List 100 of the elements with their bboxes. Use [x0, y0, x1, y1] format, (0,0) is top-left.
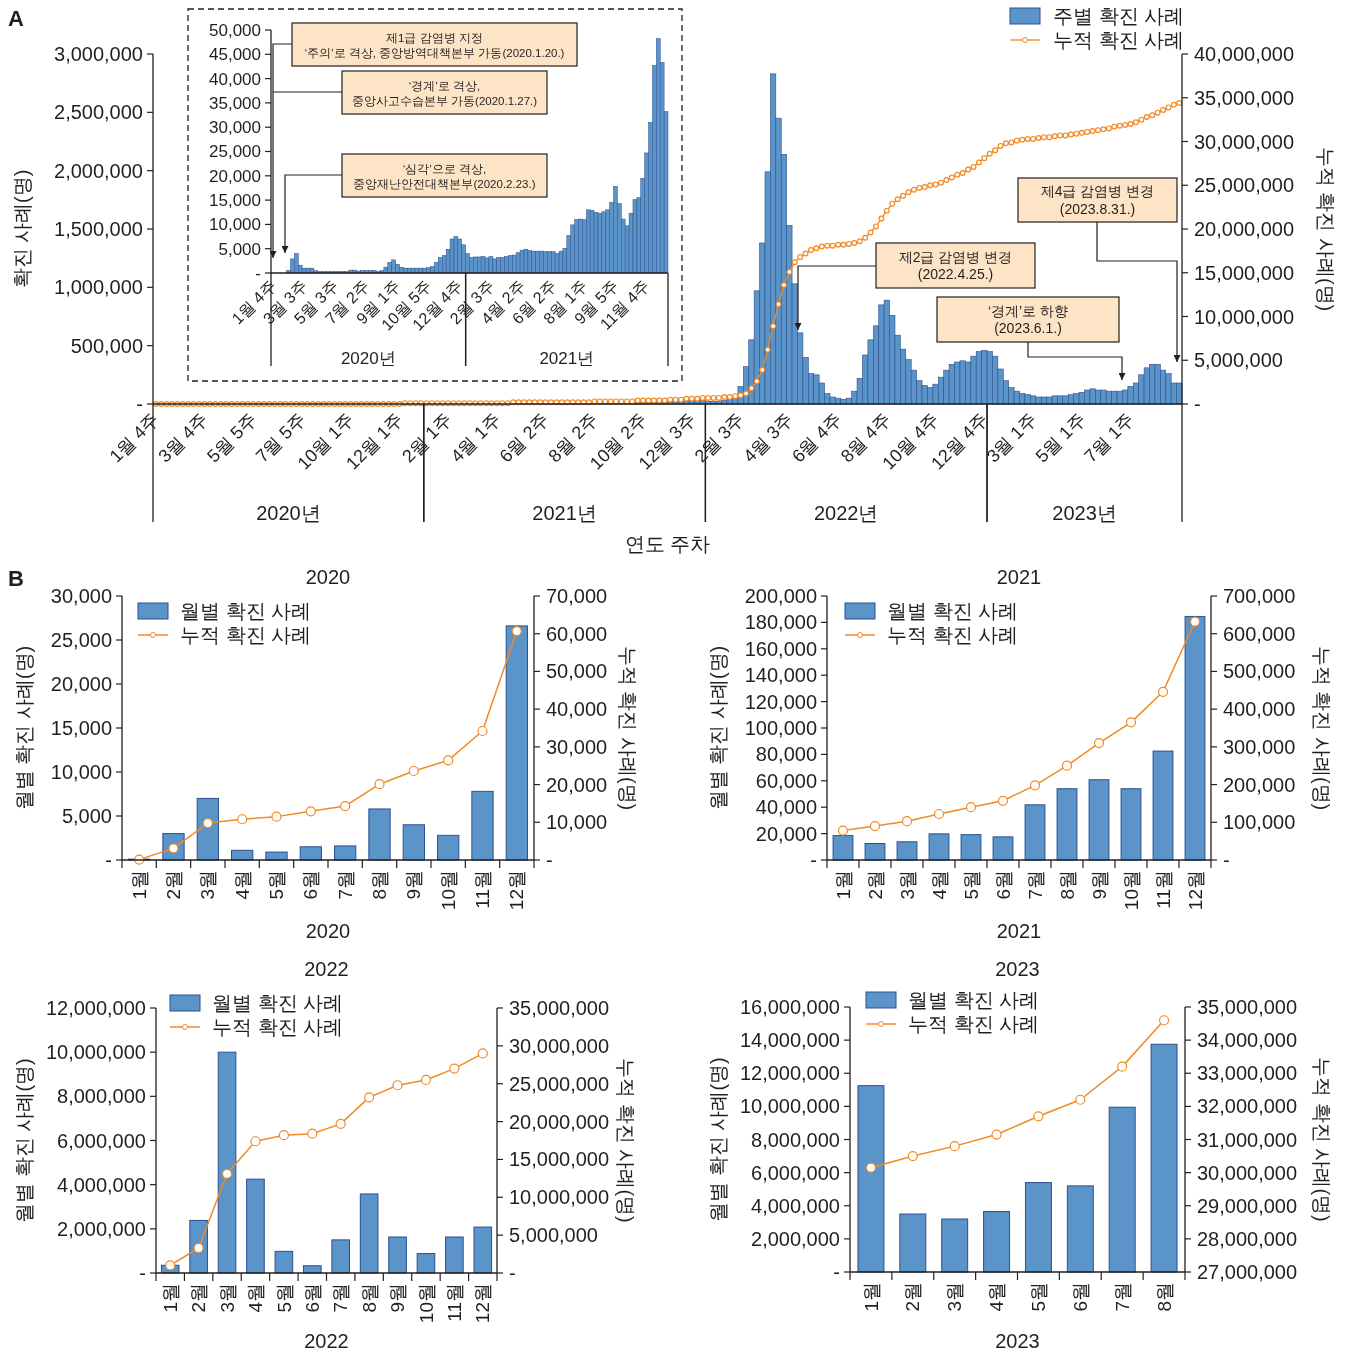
y-tick-label: 60,000: [755, 769, 817, 792]
y2-tick-label: 31,000,000: [1197, 1128, 1298, 1151]
x-tick-label: 6월: [992, 870, 1014, 900]
y-tick-label: 500,000: [70, 334, 143, 357]
legend-label: 월별 확진 사례: [180, 600, 312, 622]
x-axis-title: 2020: [305, 920, 351, 942]
y-tick-label: 1,000,000: [54, 276, 143, 299]
text: 2020년: [256, 502, 321, 524]
y-tick-label: 6,000,000: [57, 1129, 146, 1152]
legend-label: 월별 확진 사례: [212, 992, 344, 1014]
y2-axis-title: 누적 확진 사례(명): [1315, 146, 1337, 312]
x-tick-label: 12월: [1184, 870, 1206, 911]
y-tick-label: -: [255, 263, 261, 283]
x-tick-label: 2월: [902, 1282, 924, 1312]
annotation: 제4급 감염병 변경 (2023.8.31.): [1040, 183, 1155, 217]
x-tick-label: 5월: [960, 870, 982, 900]
y-tick-label: -: [810, 849, 817, 871]
y2-tick-label: 29,000,000: [1197, 1194, 1298, 1217]
y2-tick-label: 40,000,000: [1194, 43, 1295, 65]
annotation: ‘경계’로 격상, 중앙사고수습본부 가동(2020.1.27.): [351, 80, 538, 107]
y2-tick-label: -: [1223, 849, 1230, 871]
legend-label: 누적 확진 사례: [887, 624, 1019, 646]
x-tick-label: 3월: [197, 870, 219, 900]
x-tick-label: 8월: [1153, 1282, 1175, 1312]
y-tick-label: 2,500,000: [54, 101, 143, 124]
y-tick-label: 10,000,000: [45, 1041, 146, 1064]
legend-label: 누적 확진 사례: [212, 1016, 344, 1038]
x-tick-label: 10월: [1120, 870, 1142, 911]
text: 2021년: [532, 502, 597, 524]
legend-label: 주별 확진 사례: [1053, 5, 1185, 27]
x-tick-label: 6월: [1069, 1282, 1091, 1312]
x-tick-label: 7월: [1111, 1282, 1133, 1312]
x-tick-label: 8월: [369, 870, 391, 900]
y2-tick-label: 32,000,000: [1197, 1095, 1298, 1118]
y2-tick-label: 15,000,000: [509, 1148, 610, 1171]
y-tick-label: 14,000,000: [739, 1029, 840, 1052]
y2-tick-label: 33,000,000: [1197, 1062, 1298, 1085]
y2-tick-label: 700,000: [1223, 585, 1296, 607]
y2-tick-label: 10,000,000: [509, 1186, 610, 1209]
y-tick-label: 80,000: [755, 743, 817, 766]
annotation: 제2급 감염병 변경 (2022.4.25.): [898, 248, 1013, 283]
x-axis-title: 2021: [996, 920, 1042, 942]
y2-tick-label: 60,000: [546, 622, 608, 645]
y2-tick-label: 20,000,000: [509, 1110, 610, 1133]
y-tick-label: 200,000: [744, 585, 817, 607]
x-tick-label: 1월: [832, 870, 854, 900]
x-axis-title: 연도 주차: [624, 533, 711, 555]
y-tick-label: 2,000,000: [54, 159, 143, 182]
x-tick-label: 1월: [128, 870, 150, 900]
x-tick-label: 3월: [896, 870, 918, 900]
text: 2022년: [813, 502, 879, 524]
x-tick-label: 8월: [358, 1283, 380, 1313]
y-tick-label: 2,000,000: [751, 1227, 840, 1250]
y-tick-label: 140,000: [744, 664, 817, 687]
x-tick-label: 5월: [266, 870, 288, 900]
x-tick-label: 7월: [330, 1283, 352, 1313]
y2-tick-label: 35,000,000: [509, 997, 610, 1019]
y2-tick-label: 30,000: [546, 735, 608, 758]
y-tick-label: 12,000,000: [45, 997, 146, 1019]
y-axis-title: 월별 확진 사례(명): [707, 1057, 729, 1222]
text: 2023년: [1052, 502, 1117, 524]
x-tick-label: 2월: [864, 870, 886, 900]
annotation: 2021년: [539, 349, 595, 368]
x-tick-label: 5월: [273, 1283, 295, 1313]
y2-tick-label: 25,000,000: [509, 1072, 610, 1095]
y-tick-label: 20,000: [209, 166, 261, 186]
x-tick-label: 6월: [301, 1283, 323, 1313]
x-tick-label: 3월: [944, 1282, 966, 1312]
chart-title: 2021: [996, 566, 1042, 588]
y2-tick-label: 600,000: [1223, 622, 1296, 645]
y-axis-title: 월별 확진 사례(명): [707, 645, 729, 811]
y-tick-label: 5,000: [61, 805, 112, 827]
y-tick-label: 2,000,000: [57, 1217, 146, 1240]
y2-tick-label: 30,000,000: [509, 1034, 610, 1057]
y-tick-label: 35,000: [209, 93, 261, 113]
y2-tick-label: 500,000: [1223, 660, 1296, 683]
x-tick-label: 4월: [231, 870, 253, 900]
y-tick-label: -: [105, 849, 112, 871]
y-tick-label: 8,000,000: [57, 1085, 146, 1108]
x-tick-label: 9월: [403, 870, 425, 900]
y2-axis-title: 누적 확진 사례(명): [1311, 1057, 1333, 1222]
y2-tick-label: -: [1194, 393, 1201, 415]
y-tick-label: 40,000: [209, 69, 261, 89]
x-tick-label: 9월: [1088, 870, 1110, 900]
y-tick-label: 3,000,000: [54, 43, 143, 65]
x-tick-label: 4월: [928, 870, 950, 900]
x-tick-label: 4월: [986, 1282, 1008, 1312]
y2-tick-label: 30,000,000: [1197, 1161, 1298, 1184]
y-tick-label: 10,000: [209, 215, 261, 235]
y-tick-label: 10,000: [50, 761, 112, 783]
x-tick-label: 1월: [159, 1283, 181, 1313]
y-axis-title: 월별 확진 사례(명): [13, 645, 35, 811]
y-tick-label: 100,000: [744, 717, 817, 739]
y-tick-label: 8,000,000: [751, 1128, 840, 1151]
y2-axis-title: 누적 확진 사례(명): [617, 645, 639, 811]
x-tick-label: 2월: [188, 1283, 210, 1313]
y2-tick-label: 30,000,000: [1194, 130, 1295, 153]
y-tick-label: -: [139, 1262, 146, 1284]
y-tick-label: 160,000: [744, 637, 817, 660]
y-tick-label: 10,000,000: [739, 1095, 840, 1118]
